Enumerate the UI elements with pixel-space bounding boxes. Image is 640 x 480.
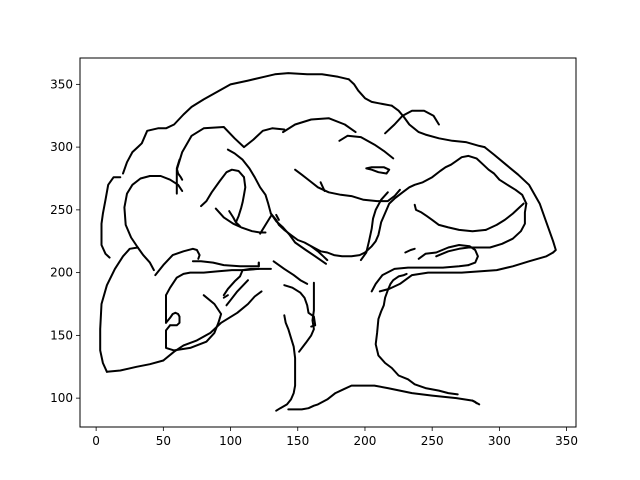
y-tick-label: 300	[50, 140, 73, 154]
series-line-9	[136, 246, 155, 272]
x-tick-label: 300	[488, 434, 511, 448]
series-line-52	[259, 215, 272, 235]
series-line-36	[417, 244, 479, 267]
x-tick-label: 250	[421, 434, 444, 448]
series-line-7	[105, 359, 165, 373]
plot-frame	[79, 57, 577, 428]
y-tick-label: 350	[50, 77, 73, 91]
series-line-31	[175, 158, 184, 181]
series-line-20	[298, 281, 315, 353]
series-line-51	[275, 213, 280, 221]
series-line-49	[272, 260, 309, 285]
series-line-42	[359, 191, 389, 262]
series-line-17	[222, 294, 229, 299]
x-axis: 0 50 100 150 200 250 300 350	[92, 427, 578, 448]
series-line-3	[175, 126, 286, 195]
series-line-30	[100, 176, 122, 259]
series-line-16	[222, 267, 272, 297]
x-tick-label: 100	[219, 434, 242, 448]
series-line-26	[483, 146, 557, 254]
series-line-35	[484, 202, 525, 231]
series-line-4	[148, 175, 184, 192]
series-line-38	[404, 247, 416, 254]
series-line-27	[390, 104, 486, 149]
series-line-21	[275, 314, 297, 412]
series-line-40	[319, 181, 326, 192]
y-tick-label: 250	[50, 203, 73, 217]
series-line-2	[282, 117, 357, 134]
series-line-25	[378, 251, 555, 293]
series-line-50	[310, 245, 329, 262]
series-line-29	[122, 72, 350, 175]
series-line-6	[99, 246, 139, 373]
y-tick-label: 100	[50, 391, 73, 405]
series-line-0	[338, 134, 395, 160]
series-line-14	[165, 267, 260, 297]
series-line-48	[234, 176, 247, 224]
series-line-46	[228, 210, 241, 228]
series-line-43	[269, 212, 327, 265]
series-line-10	[154, 247, 201, 277]
series-line-37	[370, 264, 470, 293]
series-layer	[99, 72, 557, 412]
series-line-5	[123, 175, 151, 249]
series-line-22	[287, 384, 481, 411]
series-line-12	[165, 311, 181, 327]
y-axis: 100 150 200 250 300 350	[50, 77, 80, 405]
series-line-24	[374, 272, 459, 396]
series-line-41	[365, 166, 391, 175]
series-line-18	[225, 279, 249, 307]
series-line-47	[200, 168, 245, 208]
series-line-23	[471, 399, 478, 405]
series-line-39	[294, 168, 401, 203]
x-tick-label: 350	[555, 434, 578, 448]
series-line-19	[283, 284, 317, 328]
x-tick-label: 50	[156, 434, 171, 448]
series-line-28	[347, 78, 393, 107]
series-line-33	[413, 203, 487, 233]
series-line-1	[384, 109, 440, 135]
y-tick-label: 200	[50, 266, 73, 280]
x-tick-label: 0	[92, 434, 100, 448]
x-tick-label: 200	[354, 434, 377, 448]
y-tick-label: 150	[50, 328, 73, 342]
series-line-11	[165, 294, 223, 352]
x-tick-label: 150	[286, 434, 309, 448]
series-line-34	[435, 202, 528, 258]
